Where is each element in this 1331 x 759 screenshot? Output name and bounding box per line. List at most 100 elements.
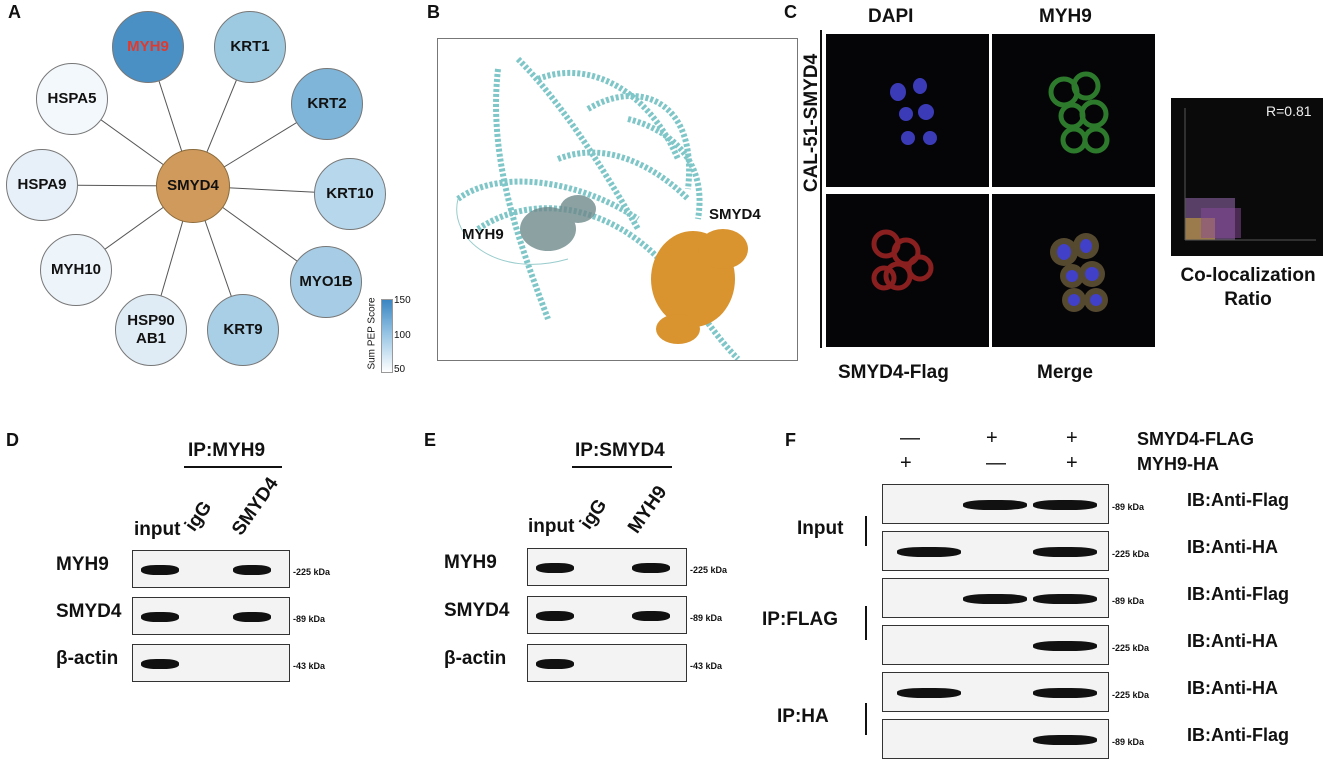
network-node: KRT9	[207, 294, 279, 366]
network-node: KRT2	[291, 68, 363, 140]
ib-label: IB:Anti-Flag	[1187, 490, 1289, 510]
ip-label-smyd4: IP:SMYD4	[575, 440, 665, 461]
network-center-node: SMYD4	[156, 149, 230, 223]
ip-underline	[572, 466, 672, 468]
condition-mark: —	[900, 427, 920, 449]
network-node-label: HSPA5	[47, 90, 97, 107]
lane-label: input	[528, 516, 575, 537]
micrograph-myh9	[992, 34, 1155, 187]
kda-marker: -225 kDa	[1112, 549, 1150, 559]
network-node: KRT10	[314, 158, 386, 230]
network-node: MYH9	[112, 11, 184, 83]
kda-marker: -225 kDa	[1112, 690, 1150, 700]
group-label-ip-flag: IP:FLAG	[762, 609, 838, 630]
blot-band	[632, 563, 670, 573]
blot-strip	[882, 625, 1109, 665]
colorbar-tick: 50	[394, 364, 406, 375]
kda-marker: -225 kDa	[1112, 643, 1150, 653]
ib-label: IB:Anti-HA	[1187, 678, 1278, 698]
network-node: KRT1	[214, 11, 286, 83]
blot-row-label: β-actin	[56, 648, 119, 669]
panel-a-label: A	[8, 2, 21, 22]
condition-mark: +	[1066, 452, 1078, 474]
center-node-label: SMYD4	[167, 177, 219, 194]
blot-band	[963, 500, 1027, 510]
kda-marker: -89 kDa	[690, 613, 723, 623]
panel-f-label: F	[785, 430, 796, 450]
panel-e-label: E	[424, 430, 437, 450]
kda-marker: -43 kDa	[690, 661, 723, 671]
micrograph-dapi	[826, 34, 989, 187]
blot-row-label: MYH9	[444, 552, 497, 573]
ib-label: IB:Anti-Flag	[1187, 725, 1289, 745]
blot-strip	[132, 597, 290, 635]
condition-mark: —	[986, 452, 1006, 474]
blot-band	[1033, 547, 1097, 557]
condition-label: MYH9-HA	[1137, 454, 1220, 474]
blot-row-label: SMYD4	[444, 600, 510, 621]
group-bracket	[865, 606, 867, 640]
network-node-label: KRT10	[326, 185, 374, 202]
ib-label: IB:Anti-Flag	[1187, 584, 1289, 604]
panel-b-label: B	[427, 2, 440, 22]
channel-label-smyd4-flag: SMYD4-Flag	[838, 362, 949, 383]
kda-marker: -89 kDa	[1112, 502, 1145, 512]
blot-strip	[882, 531, 1109, 571]
condition-mark: +	[900, 452, 912, 474]
structure-label-smyd4: SMYD4	[709, 206, 761, 223]
network-node-label: KRT1	[230, 38, 270, 55]
blot-band	[141, 659, 179, 669]
network-node-label: MYH9	[127, 38, 169, 55]
network-node-label: MYO1B	[299, 273, 353, 290]
blot-row-label: MYH9	[56, 554, 109, 575]
blot-band	[536, 659, 574, 669]
condition-mark: +	[1066, 427, 1078, 449]
blot-band	[1033, 735, 1097, 745]
blot-strip	[527, 548, 687, 586]
colorbar-title: Sum PEP Score	[366, 297, 378, 370]
colorbar-tick: 150	[394, 295, 411, 306]
group-label-input: Input	[797, 518, 844, 539]
blot-band	[141, 612, 179, 622]
condition-mark: +	[986, 427, 998, 449]
blot-strip	[882, 578, 1109, 618]
blot-band	[233, 565, 271, 575]
blot-band	[632, 611, 670, 621]
panel-c-label: C	[784, 2, 797, 22]
channel-label-merge: Merge	[1037, 362, 1093, 383]
channel-label-dapi: DAPI	[868, 6, 914, 27]
blot-strip	[527, 644, 687, 682]
colorbar	[381, 299, 393, 373]
kda-marker: -225 kDa	[293, 567, 331, 577]
blot-row-label: β-actin	[444, 648, 507, 669]
blot-strip	[882, 719, 1109, 759]
blot-strip	[132, 550, 290, 588]
ip-underline	[184, 466, 282, 468]
protein-structure-box	[437, 38, 798, 361]
group-label-ip-ha: IP:HA	[777, 706, 829, 727]
ib-label: IB:Anti-HA	[1187, 631, 1278, 651]
network-node-label: MYH10	[50, 261, 102, 278]
kda-marker: -43 kDa	[293, 661, 326, 671]
network-node-label: HSP90 AB1	[127, 312, 175, 347]
micrograph-smyd4-flag	[826, 194, 989, 347]
micrograph-merge	[992, 194, 1155, 347]
kda-marker: -225 kDa	[690, 565, 728, 575]
kda-marker: -89 kDa	[1112, 596, 1145, 606]
network-node: HSPA9	[6, 149, 78, 221]
blot-band	[536, 611, 574, 621]
blot-band	[1033, 641, 1097, 651]
blot-band	[897, 688, 961, 698]
channel-label-myh9: MYH9	[1039, 6, 1092, 27]
structure-label-myh9: MYH9	[462, 226, 504, 243]
blot-band	[963, 594, 1027, 604]
kda-marker: -89 kDa	[1112, 737, 1145, 747]
lane-label: SMYD4	[227, 473, 283, 540]
blot-strip	[527, 596, 687, 634]
lane-label: MYH9	[623, 482, 672, 538]
network-node: MYO1B	[290, 246, 362, 318]
lane-label: igG	[180, 497, 217, 536]
network-node-label: HSPA9	[17, 176, 67, 193]
blot-band	[536, 563, 574, 573]
colocalization-plot	[1171, 98, 1323, 256]
